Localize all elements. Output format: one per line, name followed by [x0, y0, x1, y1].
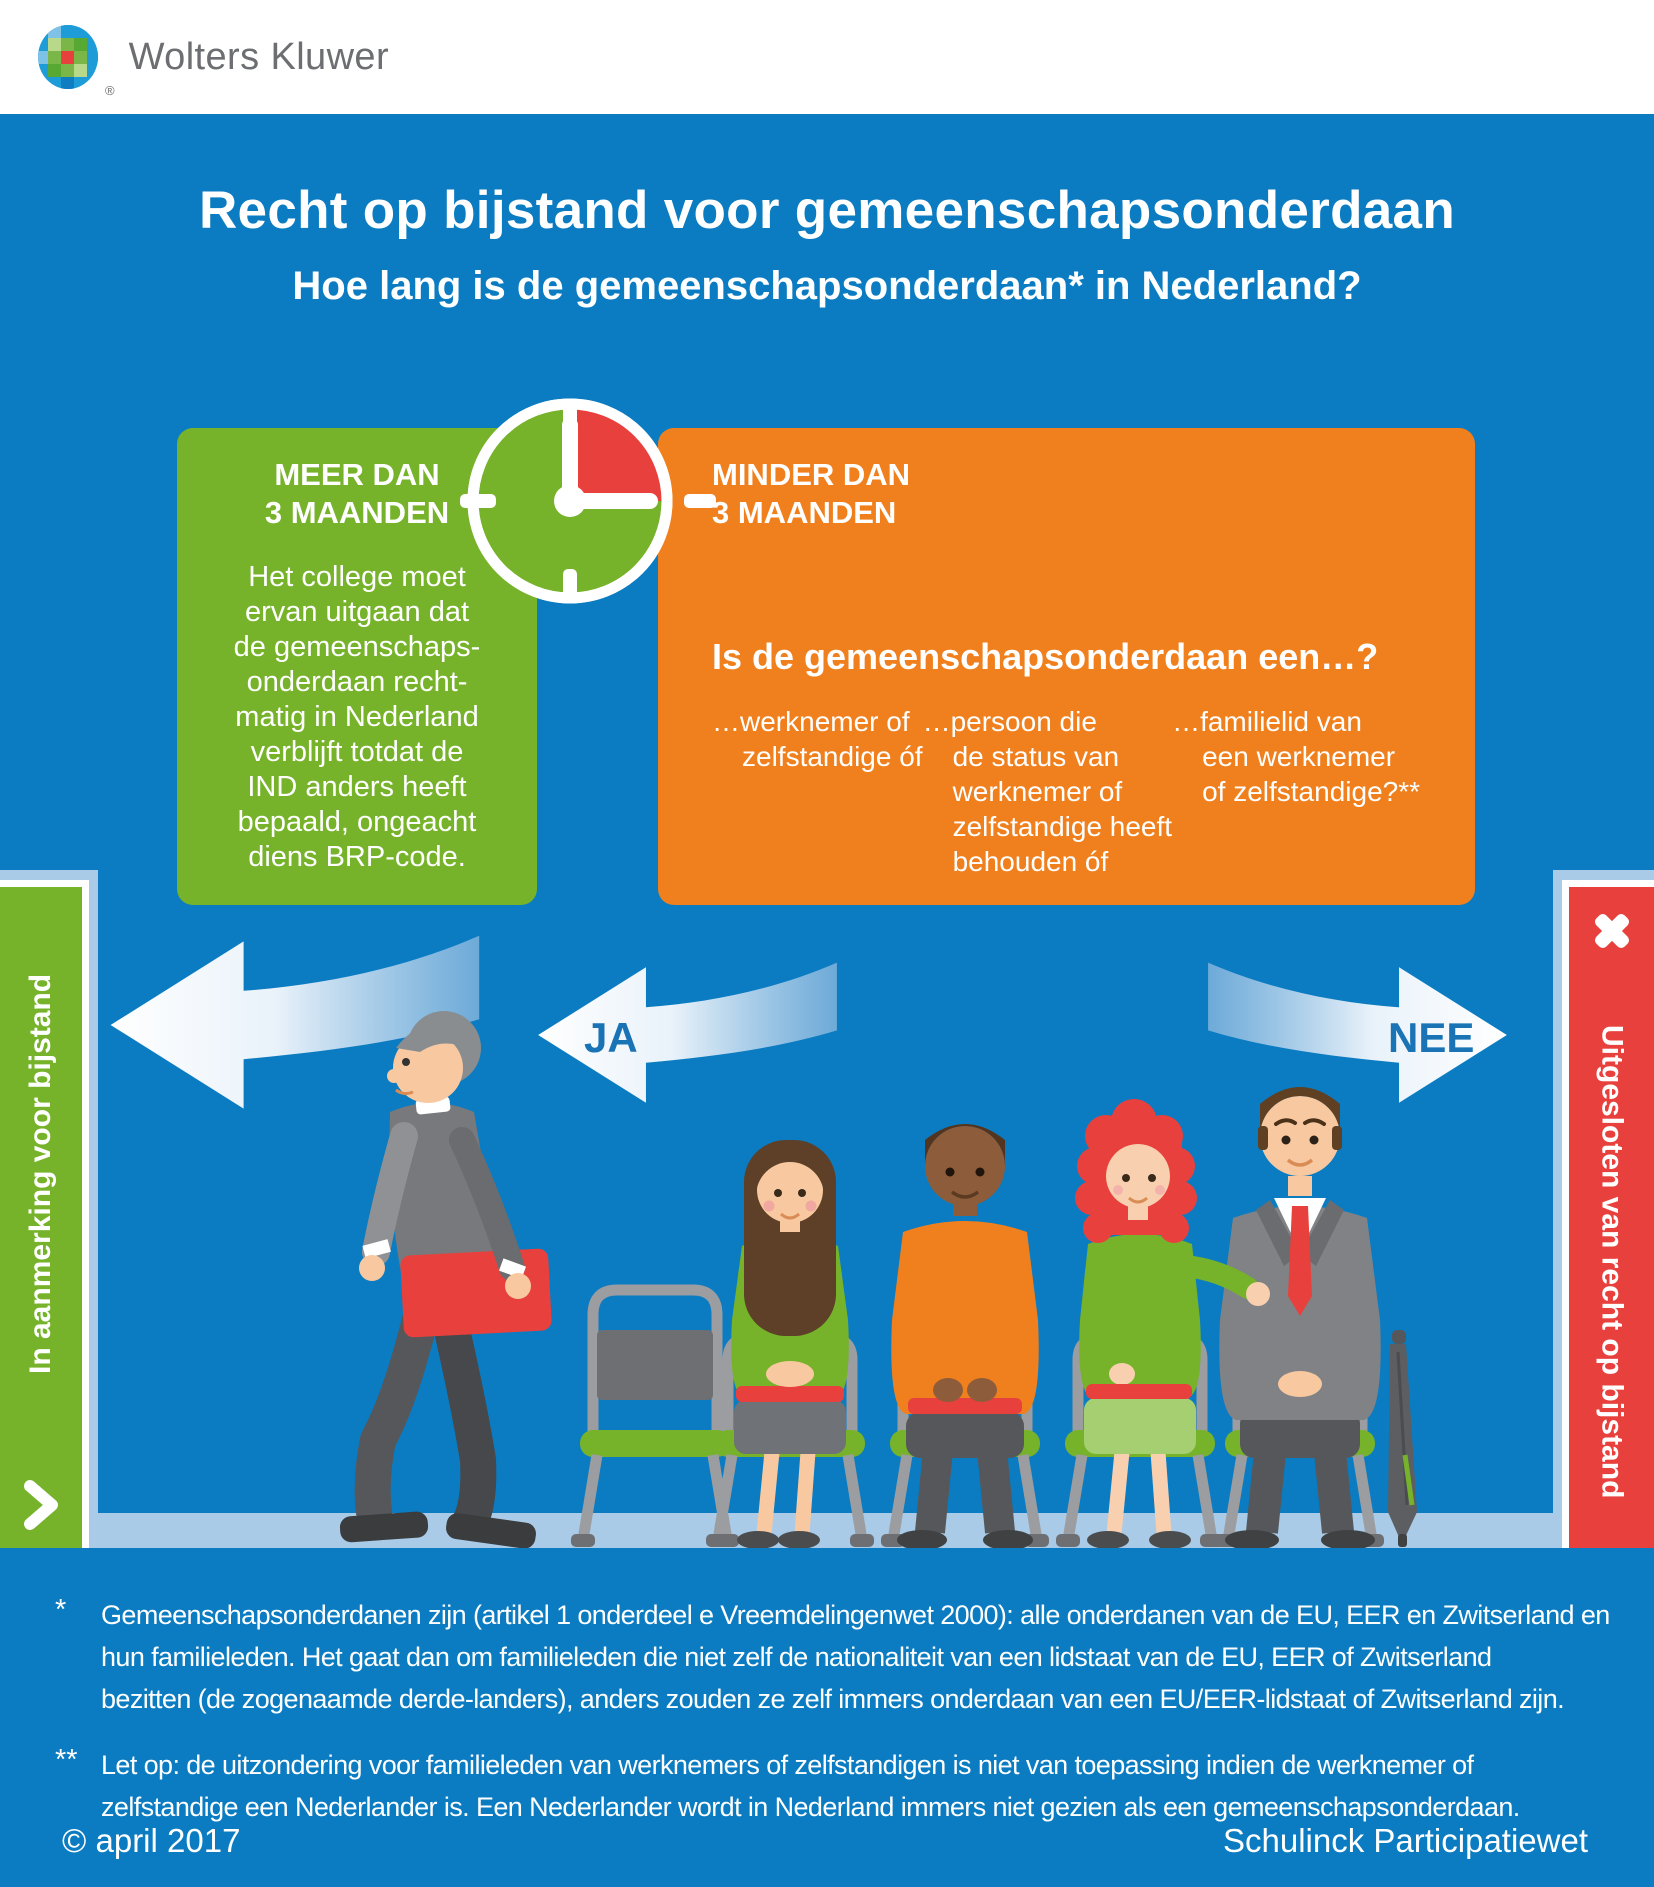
- nee-arrow-icon: [1208, 962, 1507, 1103]
- seated-woman-brown-hair: [706, 1140, 874, 1548]
- sidebar-eligible: In aanmerking voor bijstand: [0, 870, 98, 1548]
- more-than-title: MEER DAN 3 MAANDEN: [264, 457, 450, 530]
- header-bar: ® Wolters Kluwer: [0, 0, 1654, 114]
- arrow-to-eligible-icon: [110, 935, 480, 1109]
- page-title: Recht op bijstand voor gemeenschapsonder…: [198, 181, 1455, 240]
- footnote-1: * Gemeenschapsonderdanen zijn (artikel 1…: [55, 1594, 1630, 1720]
- seated-man-orange: [881, 1124, 1049, 1548]
- page-subtitle: Hoe lang is de gemeenschapsonderdaan* in…: [292, 264, 1362, 308]
- options-row: …werknemer of zelfstandige óf …persoon d…: [712, 704, 1445, 879]
- question-text: Is de gemeenschapsonderdaan een…?: [712, 636, 1379, 677]
- floor: [83, 1513, 1569, 1548]
- less-than-3-months-box: MINDER DAN 3 MAANDEN Is de gemeenschapso…: [658, 428, 1475, 905]
- footnotes: * Gemeenschapsonderdanen zijn (artikel 1…: [55, 1594, 1630, 1852]
- option-werknemer: …werknemer of zelfstandige óf: [712, 706, 923, 772]
- footnote-2-text: Let op: de uitzondering voor familielede…: [101, 1750, 1520, 1822]
- clock-icon: [460, 398, 716, 604]
- brand-name: Wolters Kluwer: [128, 35, 390, 78]
- footer-source: Schulinck Participatiewet: [1223, 1822, 1588, 1859]
- arm-on-shoulder: [1175, 1255, 1270, 1306]
- chevron-right-icon: [24, 1480, 58, 1530]
- x-cross-icon: [1594, 913, 1629, 949]
- sidebar-excluded-panel: Uitgesloten van recht op bijstand: [1569, 887, 1654, 1548]
- sidebar-eligible-label: In aanmerking voor bijstand: [24, 973, 57, 1374]
- footnote-1-marker: *: [55, 1594, 67, 1626]
- ja-arrow-icon: [538, 962, 837, 1103]
- footer-copyright: © april 2017: [62, 1822, 241, 1859]
- footnote-2: ** Let op: de uitzondering voor familiel…: [55, 1744, 1630, 1828]
- sidebar-excluded-label: Uitgesloten van recht op bijstand: [1595, 1024, 1629, 1499]
- registered-mark: ®: [105, 83, 115, 98]
- footnote-2-marker: **: [55, 1744, 78, 1776]
- footnote-1-text: Gemeenschapsonderdanen zijn (artikel 1 o…: [101, 1600, 1610, 1714]
- seated-woman-red-hair: [1056, 1099, 1224, 1548]
- option-familielid: …familielid van een werknemer of zelfsta…: [1172, 706, 1421, 807]
- seated-man-suit: [1216, 1087, 1384, 1548]
- sidebar-excluded: Uitgesloten van recht op bijstand: [1553, 870, 1654, 1548]
- wolters-kluwer-logo-icon: [38, 25, 98, 89]
- less-than-title: MINDER DAN 3 MAANDEN: [712, 457, 911, 530]
- sidebar-eligible-panel: In aanmerking voor bijstand: [0, 887, 82, 1548]
- more-than-body: Het college moet ervan uitgaan dat de ge…: [233, 561, 481, 873]
- option-status-behouden: …persoon die de status van werknemer of …: [922, 706, 1173, 877]
- ja-label: JA: [584, 1014, 638, 1061]
- empty-chair: [571, 1284, 739, 1547]
- nee-label: NEE: [1388, 1014, 1475, 1061]
